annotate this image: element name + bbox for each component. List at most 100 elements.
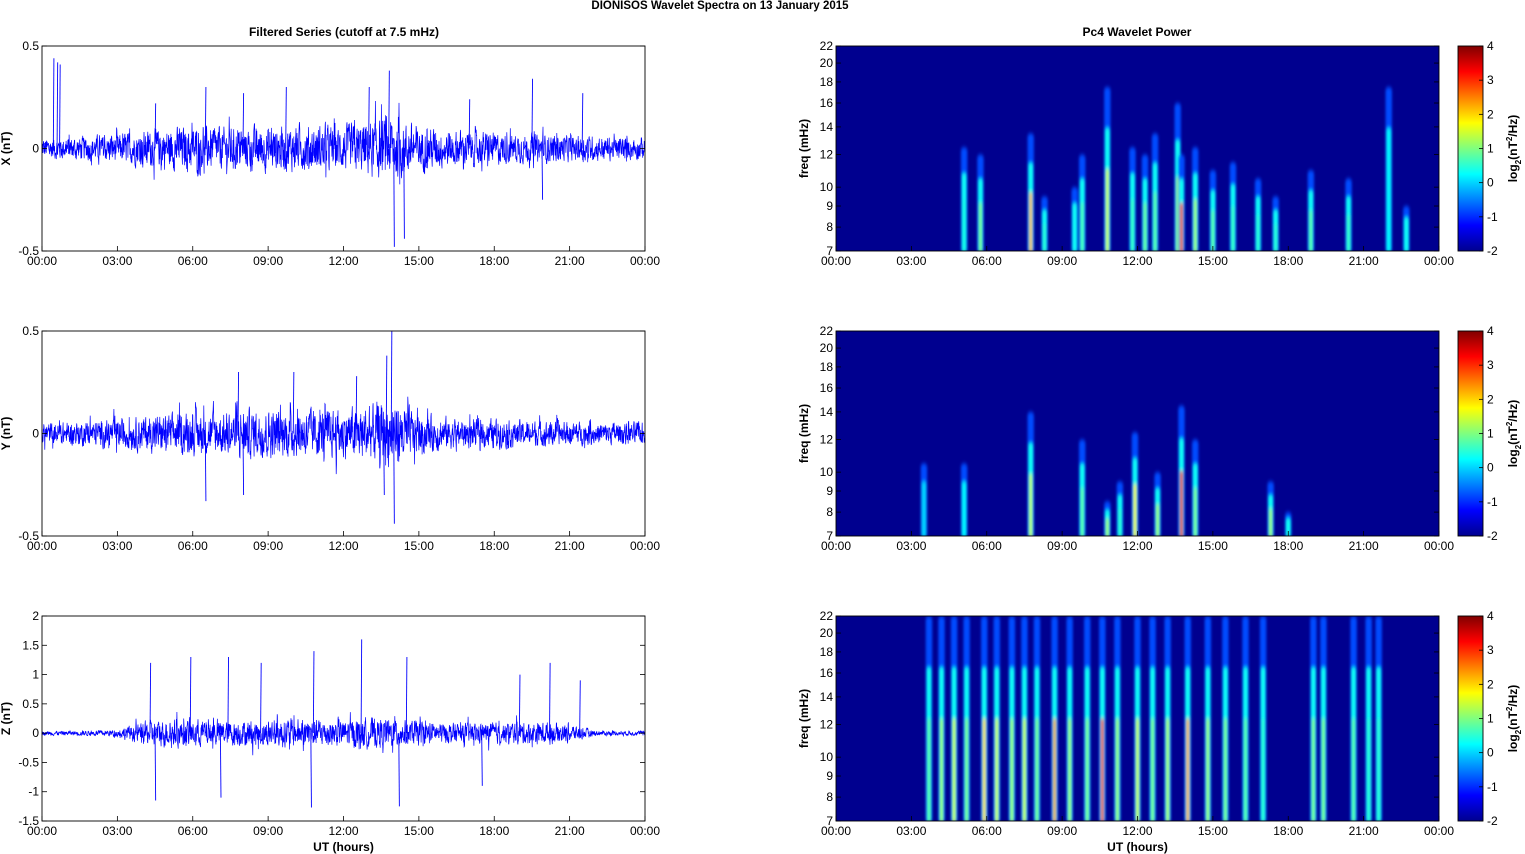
- series-panel-2: -0.5 0 0.5 00:00 03:00 06:00 09:00 12:00 15:00 18…: [0, 324, 660, 553]
- colorbar: -2 -1 0 1 2 3 4 log2(nT2/Hz): [1457, 39, 1523, 258]
- y-tick-label: 14: [820, 690, 834, 704]
- series-spike: [292, 371, 295, 434]
- y-tick-label: 22: [820, 609, 834, 623]
- colorbar-tick-label: -2: [1487, 244, 1498, 258]
- power-burst: [1010, 718, 1014, 821]
- power-burst: [1166, 718, 1169, 821]
- colorbar-tick-label: 0: [1487, 461, 1494, 475]
- y-tick-label: 0.5: [22, 39, 39, 53]
- series-spike: [260, 662, 262, 734]
- power-burst: [1153, 192, 1157, 251]
- x-tick-label: 00:00: [821, 824, 851, 838]
- y-tick-label: 18: [820, 360, 834, 374]
- x-tick-label: 00:00: [630, 824, 660, 838]
- power-burst: [982, 718, 986, 821]
- series-line: [41, 100, 646, 185]
- x-tick-label: 15:00: [404, 824, 434, 838]
- series-spike: [154, 103, 157, 149]
- power-burst: [1118, 508, 1122, 536]
- x-tick-label: 06:00: [972, 824, 1002, 838]
- colorbar-tick-label: 0: [1487, 746, 1494, 760]
- colorbar-tick-label: -2: [1487, 529, 1498, 543]
- series-spike: [52, 58, 55, 149]
- series-line: [41, 396, 646, 475]
- series-line: [41, 711, 646, 756]
- power-burst: [1106, 518, 1109, 536]
- series-spike: [237, 371, 240, 434]
- figure-title: DIONISOS Wavelet Spectra on 13 January 2…: [591, 0, 849, 12]
- series-spike: [383, 433, 385, 496]
- colorbar-tick-label: 4: [1487, 324, 1494, 338]
- y-tick-label: 16: [820, 381, 834, 395]
- x-tick-label: 18:00: [1273, 254, 1303, 268]
- x-tick-label: 06:00: [972, 254, 1002, 268]
- power-burst: [1261, 718, 1265, 821]
- power-burst: [927, 718, 931, 821]
- colorbar-gradient: [1457, 615, 1484, 822]
- x-tick-label: 06:00: [972, 539, 1002, 553]
- colorbar-label: log2(nT2/Hz): [1505, 400, 1523, 468]
- series-spike: [468, 99, 471, 149]
- power-burst: [1053, 718, 1056, 821]
- x-tick-label: 15:00: [404, 254, 434, 268]
- x-tick-label: 15:00: [1198, 254, 1228, 268]
- y-tick-label: 10: [820, 465, 834, 479]
- colorbar-tick-label: 4: [1487, 609, 1494, 623]
- power-burst: [1085, 718, 1089, 821]
- series-spike: [227, 656, 229, 734]
- power-burst: [1377, 718, 1380, 821]
- series-spike: [518, 674, 521, 734]
- colorbar-label: log2(nT2/Hz): [1505, 685, 1523, 753]
- power-bursts: [920, 405, 1292, 536]
- power-burst: [1186, 718, 1190, 821]
- series-spike: [355, 376, 358, 434]
- x-tick-label: 09:00: [253, 539, 283, 553]
- power-burst: [1035, 718, 1039, 821]
- x-tick-label: 00:00: [821, 254, 851, 268]
- y-tick-label: -0.5: [18, 529, 39, 543]
- series-spike: [403, 148, 405, 239]
- series-spike: [531, 78, 533, 149]
- series-spike: [385, 355, 388, 434]
- y-tick-label: -0.5: [18, 244, 39, 258]
- series-spike: [398, 733, 400, 807]
- y-axis-label: freq (mHz): [797, 689, 811, 748]
- x-tick-label: 06:00: [178, 539, 208, 553]
- power-burst: [1322, 718, 1325, 821]
- power-burst: [1274, 223, 1277, 251]
- x-tick-label: 00:00: [27, 824, 57, 838]
- colorbar-tick-label: 1: [1487, 142, 1494, 156]
- right-column-title: Pc4 Wavelet Power: [1083, 25, 1192, 39]
- series-spike: [579, 680, 581, 734]
- power-burst: [962, 199, 966, 251]
- plot-area: [42, 616, 645, 821]
- x-tick-label: 03:00: [102, 824, 132, 838]
- x-tick-label: 09:00: [1047, 824, 1077, 838]
- power-burst: [940, 718, 943, 821]
- y-tick-label: 10: [820, 180, 834, 194]
- y-tick-label: 14: [820, 405, 834, 419]
- y-tick-label: 0.5: [22, 324, 39, 338]
- series-spike: [312, 651, 315, 734]
- y-axis-label: X (nT): [0, 132, 13, 166]
- power-burst: [1269, 508, 1272, 536]
- x-tick-label: 18:00: [1273, 824, 1303, 838]
- series-spike: [541, 148, 544, 200]
- series-spike: [481, 733, 483, 786]
- x-tick-label: 00:00: [27, 254, 57, 268]
- x-tick-label: 03:00: [896, 539, 926, 553]
- x-tick-label: 09:00: [1047, 539, 1077, 553]
- y-tick-label: 22: [820, 39, 834, 53]
- y-tick-label: -0.5: [18, 755, 39, 769]
- power-burst: [1043, 223, 1046, 251]
- y-tick-label: 9: [826, 199, 833, 213]
- power-burst: [1133, 484, 1137, 536]
- y-tick-label: 0: [32, 427, 39, 441]
- y-tick-label: -1.5: [18, 814, 39, 828]
- power-burst: [1194, 487, 1197, 536]
- series-spike: [393, 148, 395, 247]
- colorbar-tick-label: 3: [1487, 73, 1494, 87]
- y-tick-label: 16: [820, 666, 834, 680]
- colorbar-tick-label: 2: [1487, 392, 1494, 406]
- power-bursts: [960, 86, 1410, 251]
